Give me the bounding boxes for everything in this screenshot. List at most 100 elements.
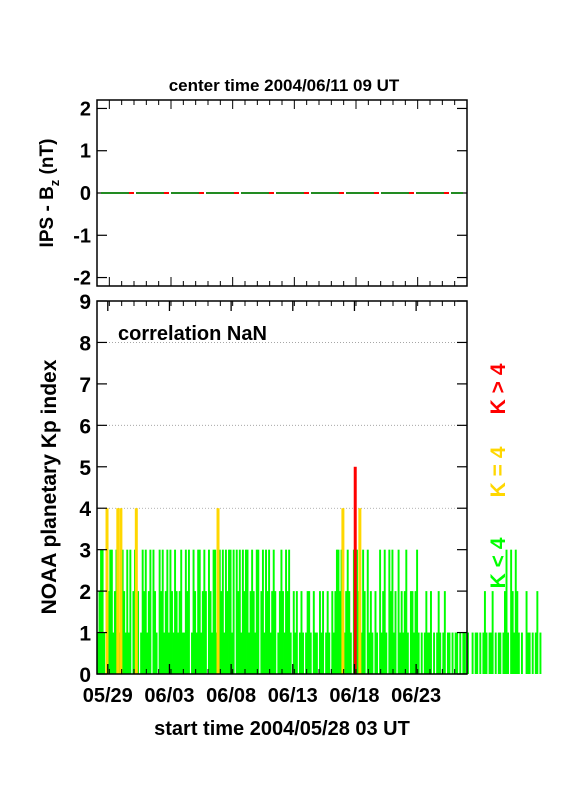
kp-bar <box>177 632 180 674</box>
kp-bar <box>260 591 263 674</box>
kp-y-axis-label: NOAA planetary Kp index <box>38 359 61 614</box>
kp-bar <box>248 632 251 674</box>
kp-bar <box>400 591 403 674</box>
kp-bar <box>536 591 539 674</box>
kp-legend: K < 4 K = 4 K > 4 <box>487 363 510 588</box>
kp-bar <box>332 632 335 674</box>
kp-bar <box>238 549 241 674</box>
kp-bar <box>494 632 497 674</box>
kp-bar <box>413 632 415 674</box>
kp-bar <box>292 591 295 674</box>
kp-bar <box>257 549 260 674</box>
kp-bar <box>282 591 284 674</box>
kp-bar <box>448 632 451 674</box>
kp-bar <box>183 632 186 674</box>
kp-bar <box>129 549 132 674</box>
kp-bar <box>539 632 542 674</box>
kp-bar <box>232 549 235 674</box>
kp-correlation-annotation: correlation NaN <box>118 323 267 345</box>
kp-bar <box>369 591 372 674</box>
kp-bar <box>382 591 385 674</box>
kp-bar <box>331 591 334 674</box>
kp-bar <box>479 632 482 674</box>
kp-bar <box>212 549 215 674</box>
kp-bar <box>235 549 238 674</box>
kp-bar <box>520 632 523 674</box>
kp-bar <box>319 591 321 674</box>
kp-bar <box>433 632 436 674</box>
bz-y-axis-label: IPS - Bz (nT) <box>37 139 62 248</box>
kp-x-tick-label: 06/18 <box>329 685 379 707</box>
kp-bar <box>155 632 158 674</box>
kp-bar <box>169 549 172 674</box>
kp-bar <box>423 632 426 674</box>
kp-x-tick-label: 06/08 <box>206 685 256 707</box>
kp-bar <box>158 549 161 674</box>
kp-bar <box>436 632 439 674</box>
kp-bar <box>218 549 221 674</box>
kp-bar <box>380 632 383 674</box>
kp-y-ticks: 9 8 7 6 5 4 3 2 1 0 <box>79 291 467 687</box>
kp-bar <box>200 632 203 674</box>
kp-bar-elevated <box>116 508 120 674</box>
kp-bar <box>406 632 409 674</box>
kp-legend-entry: K < 4 <box>487 537 510 588</box>
kp-x-axis-label: start time 2004/05/28 03 UT <box>154 718 410 740</box>
kp-bar <box>266 591 269 674</box>
kp-bar <box>439 632 442 674</box>
kp-bar <box>385 632 388 674</box>
kp-bar <box>362 549 365 674</box>
kp-bar <box>454 632 457 674</box>
bz-panel: center time 2004/06/11 09 UT 2 1 0 -1 -2 IPS… <box>37 76 468 290</box>
bz-y-axis-label-unit: (nT) <box>37 139 58 180</box>
kp-bar <box>417 632 420 674</box>
kp-bar <box>337 549 340 674</box>
kp-bar <box>314 632 317 674</box>
kp-bar <box>312 591 315 674</box>
kp-bar <box>243 591 246 674</box>
kp-bar <box>194 591 197 674</box>
kp-bar <box>181 632 184 674</box>
kp-bar <box>152 549 155 674</box>
kp-bar <box>451 632 454 674</box>
kp-bar <box>482 632 485 674</box>
kp-bar <box>295 591 298 674</box>
kp-y-tick-label: 4 <box>79 498 91 521</box>
kp-bar <box>245 549 247 674</box>
kp-bar <box>459 632 462 674</box>
kp-bar <box>528 632 531 674</box>
kp-bar <box>261 549 264 674</box>
kp-bar <box>414 591 417 674</box>
bz-y-tick-label: 1 <box>80 141 91 163</box>
kp-bar <box>425 591 428 674</box>
kp-x-ticks: 05/29 06/03 06/08 06/13 06/18 06/23 <box>83 301 468 707</box>
kp-x-tick-label: 06/23 <box>391 685 441 707</box>
kp-bar <box>277 632 280 674</box>
kp-bar <box>348 591 351 674</box>
kp-bar <box>123 591 126 674</box>
kp-bar <box>474 632 477 674</box>
kp-bar <box>192 549 195 674</box>
bz-y-ticks: 2 1 0 -1 -2 <box>73 98 467 290</box>
kp-grid <box>97 342 467 509</box>
kp-bar-elevated <box>119 508 123 674</box>
kp-bar-elevated <box>353 466 357 674</box>
kp-bar <box>241 549 244 674</box>
bz-y-tick-label: 0 <box>80 183 91 205</box>
kp-bar <box>121 549 124 674</box>
kp-bar <box>511 591 514 674</box>
kp-bar <box>383 549 386 674</box>
kp-bar <box>476 632 479 674</box>
kp-bar <box>497 632 500 674</box>
kp-bar <box>442 632 445 674</box>
kp-bar <box>251 549 254 674</box>
kp-bar <box>228 549 230 674</box>
kp-bar <box>467 632 469 674</box>
kp-bar <box>280 549 283 674</box>
kp-bar <box>144 549 147 674</box>
kp-bar-elevated <box>358 508 362 674</box>
kp-bar <box>97 632 99 674</box>
kp-bar <box>388 549 391 674</box>
kp-bar <box>416 549 419 674</box>
kp-bar <box>527 632 530 674</box>
